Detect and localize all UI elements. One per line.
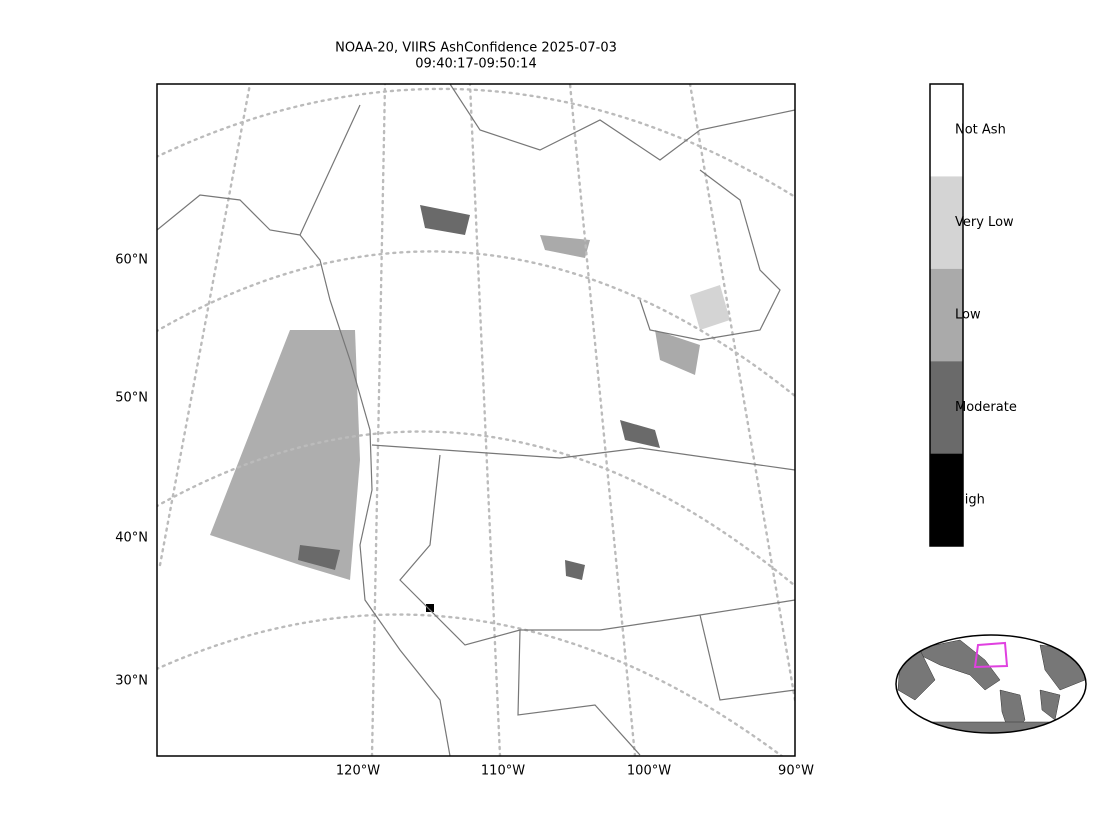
lon-label: 110°W [481, 764, 525, 779]
colorbar-segment [930, 84, 963, 177]
coastline [639, 169, 781, 341]
graticule [370, 84, 387, 756]
landmass [899, 721, 1086, 733]
colorbar: Not Ash Very Low Low Moderate High [929, 83, 1017, 547]
border [399, 454, 795, 646]
map-frame [156, 83, 796, 757]
graticule [157, 613, 784, 756]
colorbar-label: Very Low [955, 215, 1014, 230]
lat-label: 40°N [115, 531, 148, 546]
colorbar-segment [930, 453, 963, 546]
graticule [568, 84, 637, 756]
colorbar-segment [930, 268, 963, 362]
title-line: NOAA-20, VIIRS AshConfidence 2025-07-03 [335, 41, 617, 56]
coastline [299, 234, 451, 756]
ash-patch [420, 205, 470, 235]
ash-patch [298, 545, 340, 570]
graticule [157, 250, 795, 398]
colorbar-label: Moderate [955, 400, 1017, 415]
ash-patch [620, 420, 660, 448]
colorbar-label: High [955, 492, 985, 507]
landmass [909, 639, 1001, 691]
globe-outline [895, 634, 1087, 734]
lat-label: 30°N [115, 674, 148, 689]
graticule [468, 84, 502, 756]
coastline [449, 84, 795, 161]
ash-patch [565, 560, 585, 580]
colorbar-frame [929, 83, 964, 547]
colorbar-label: Not Ash [955, 123, 1006, 138]
lon-label: 90°W [778, 764, 814, 779]
graticule [157, 430, 795, 588]
map [157, 84, 795, 756]
colorbar-segment [930, 361, 963, 454]
border [517, 614, 795, 756]
graticule [158, 84, 252, 567]
lon-label: 120°W [336, 764, 380, 779]
lon-label: 100°W [627, 764, 671, 779]
colorbar-label: Low [955, 308, 981, 323]
graticule [688, 84, 795, 702]
ash-patch [690, 285, 730, 330]
extent-box [973, 641, 1009, 669]
coastline [157, 194, 301, 236]
locator-globe [895, 634, 1087, 734]
ash-swath [210, 330, 360, 580]
border [299, 104, 795, 471]
ash-patch [655, 330, 700, 375]
ash-patch [426, 604, 434, 612]
lat-label: 50°N [115, 391, 148, 406]
title-line: 09:40:17-09:50:14 [415, 57, 536, 72]
lat-label: 60°N [115, 253, 148, 268]
colorbar-segment [930, 176, 963, 269]
ash-patch [540, 235, 590, 258]
